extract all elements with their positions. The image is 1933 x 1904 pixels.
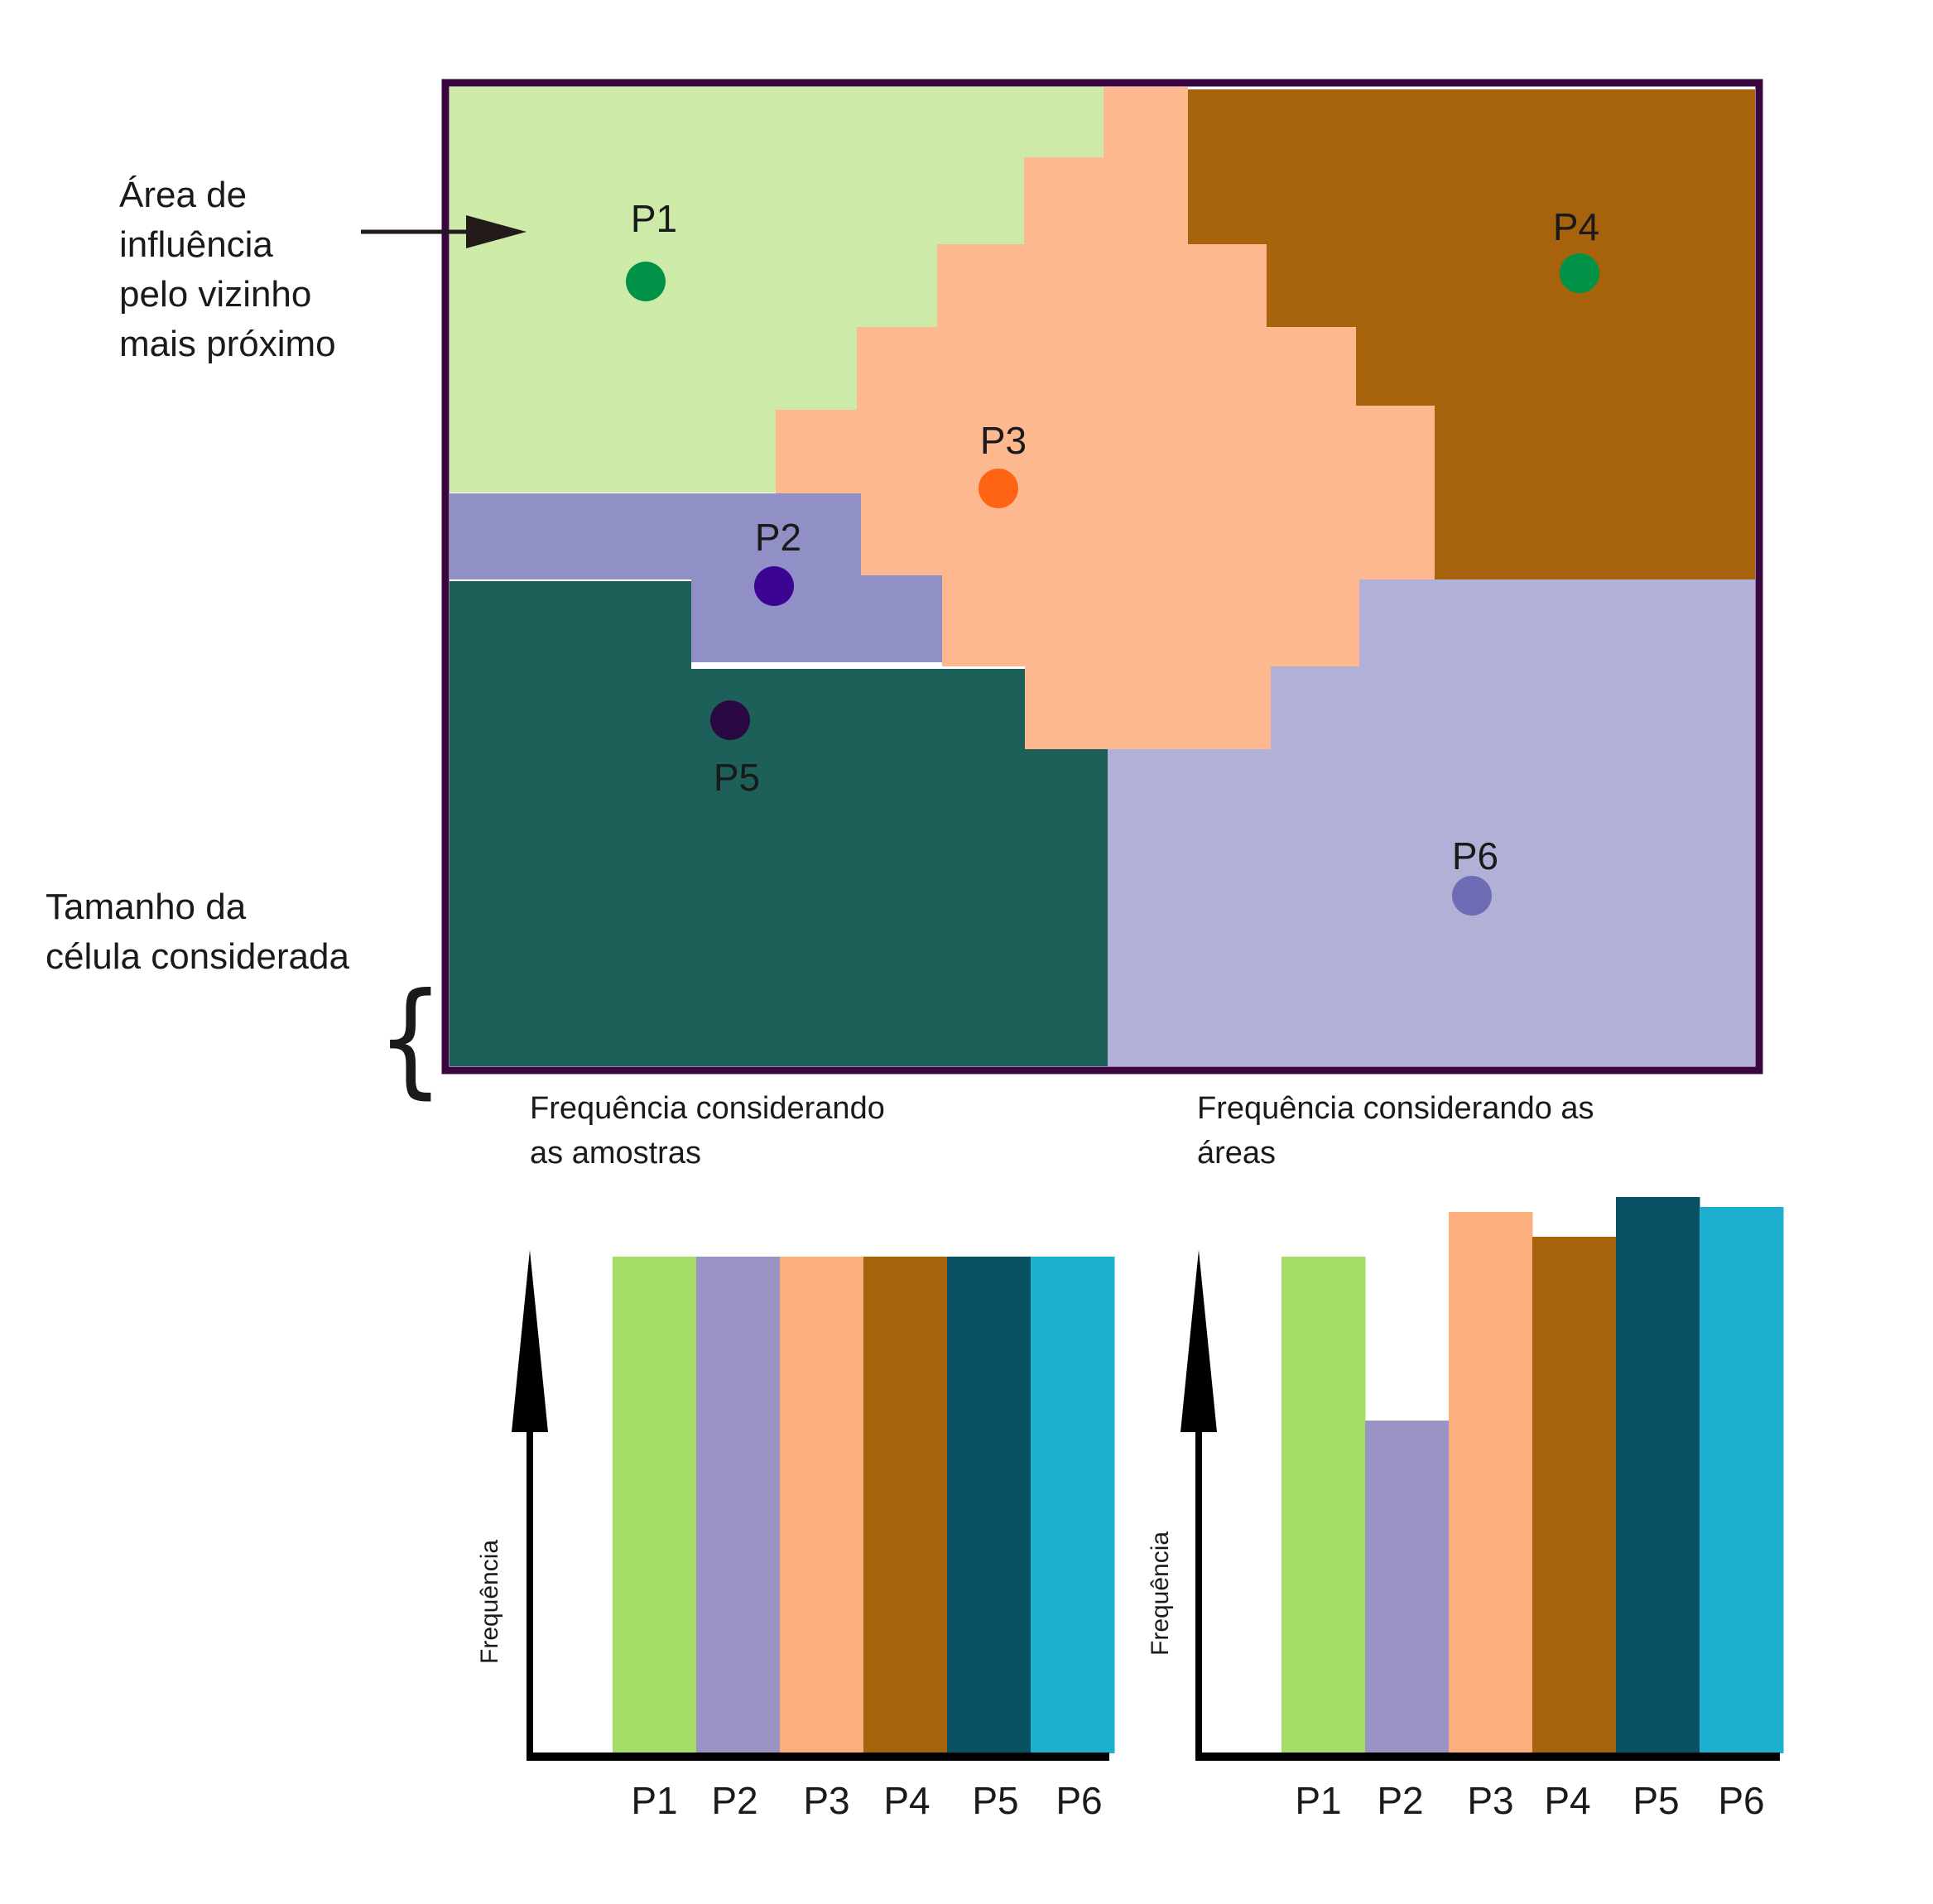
region-p1 xyxy=(450,87,1104,493)
region-p4 xyxy=(1188,89,1755,589)
tick-label-p5: P5 xyxy=(1632,1779,1680,1822)
tick-label-p1: P1 xyxy=(631,1779,678,1822)
chart-samples-title-line-1: Frequência considerando xyxy=(530,1091,885,1126)
influence-area-line-1: Área de xyxy=(119,175,248,215)
chart-areas-title-line-2: áreas xyxy=(1197,1136,1277,1171)
bar-p4 xyxy=(1532,1237,1617,1753)
bar-p2 xyxy=(696,1257,781,1753)
chart-samples xyxy=(512,1250,1115,1761)
bar-p6 xyxy=(1700,1207,1784,1753)
point-p2 xyxy=(754,566,794,606)
bar-p2 xyxy=(1365,1421,1450,1753)
region-p5 xyxy=(450,581,1108,1066)
point-p5 xyxy=(710,700,750,740)
region-p6 xyxy=(1108,579,1755,1066)
region-p2 xyxy=(450,493,942,662)
chart-samples-y-axis xyxy=(512,1250,548,1755)
bar-p3 xyxy=(1449,1212,1533,1753)
bar-p4 xyxy=(863,1257,948,1753)
chart-samples-title: Frequência considerando as amostras xyxy=(530,1086,885,1176)
tick-label-p6: P6 xyxy=(1718,1779,1765,1822)
chart-areas-y-axis xyxy=(1180,1250,1217,1755)
tick-label-p2: P2 xyxy=(711,1779,758,1822)
annotation-arrow xyxy=(361,215,527,248)
tick-label-p4: P4 xyxy=(1544,1779,1591,1822)
bar-p5 xyxy=(947,1257,1031,1753)
chart-areas-title-line-1: Frequência considerando as xyxy=(1197,1091,1594,1126)
map-border xyxy=(441,79,1763,1075)
point-label-p2: P2 xyxy=(755,516,801,559)
point-label-p4: P4 xyxy=(1553,205,1599,248)
tick-label-p5: P5 xyxy=(972,1779,1019,1822)
point-label-p1: P1 xyxy=(631,197,677,240)
tick-label-p4: P4 xyxy=(883,1779,930,1822)
influence-area-line-3: pelo vizinho xyxy=(119,274,312,315)
tick-label-p3: P3 xyxy=(1467,1779,1514,1822)
chart-areas-ylabel: Frequência xyxy=(1147,1531,1174,1656)
bar-p6 xyxy=(1031,1257,1115,1753)
tick-label-p3: P3 xyxy=(803,1779,850,1822)
influence-area-line-4: mais próximo xyxy=(119,324,336,364)
point-label-p5: P5 xyxy=(714,756,760,799)
point-p6 xyxy=(1452,876,1492,916)
bar-p1 xyxy=(1281,1257,1366,1753)
point-p1 xyxy=(626,262,666,301)
point-label-p3: P3 xyxy=(980,419,1027,462)
cell-size-line-2: célula considerada xyxy=(46,936,349,977)
point-label-p6: P6 xyxy=(1452,834,1498,877)
tick-label-p2: P2 xyxy=(1377,1779,1424,1822)
bar-p1 xyxy=(613,1257,697,1753)
tick-label-p1: P1 xyxy=(1295,1779,1342,1822)
influence-map: P1 P2 P3 P4 P5 P6 xyxy=(441,79,1763,1075)
chart-areas xyxy=(1180,1197,1784,1761)
chart-samples-bars xyxy=(613,1257,1115,1753)
cell-size-line-1: Tamanho da xyxy=(46,887,247,927)
point-p4 xyxy=(1560,253,1599,293)
bar-p5 xyxy=(1616,1197,1700,1753)
point-p3 xyxy=(979,469,1018,508)
influence-area-label: Área de influência pelo vizinho mais pró… xyxy=(119,171,336,369)
bar-p3 xyxy=(780,1257,864,1753)
chart-areas-bars xyxy=(1281,1197,1784,1753)
influence-area-line-2: influência xyxy=(119,224,273,265)
chart-areas-title: Frequência considerando as áreas xyxy=(1197,1086,1594,1176)
chart-samples-ylabel: Frequência xyxy=(476,1539,503,1664)
cell-size-brace: { xyxy=(377,967,445,1111)
chart-samples-title-line-2: as amostras xyxy=(530,1136,701,1171)
region-p3 xyxy=(776,87,1435,749)
tick-label-p6: P6 xyxy=(1055,1779,1103,1822)
cell-size-label: Tamanho da célula considerada xyxy=(46,882,349,982)
